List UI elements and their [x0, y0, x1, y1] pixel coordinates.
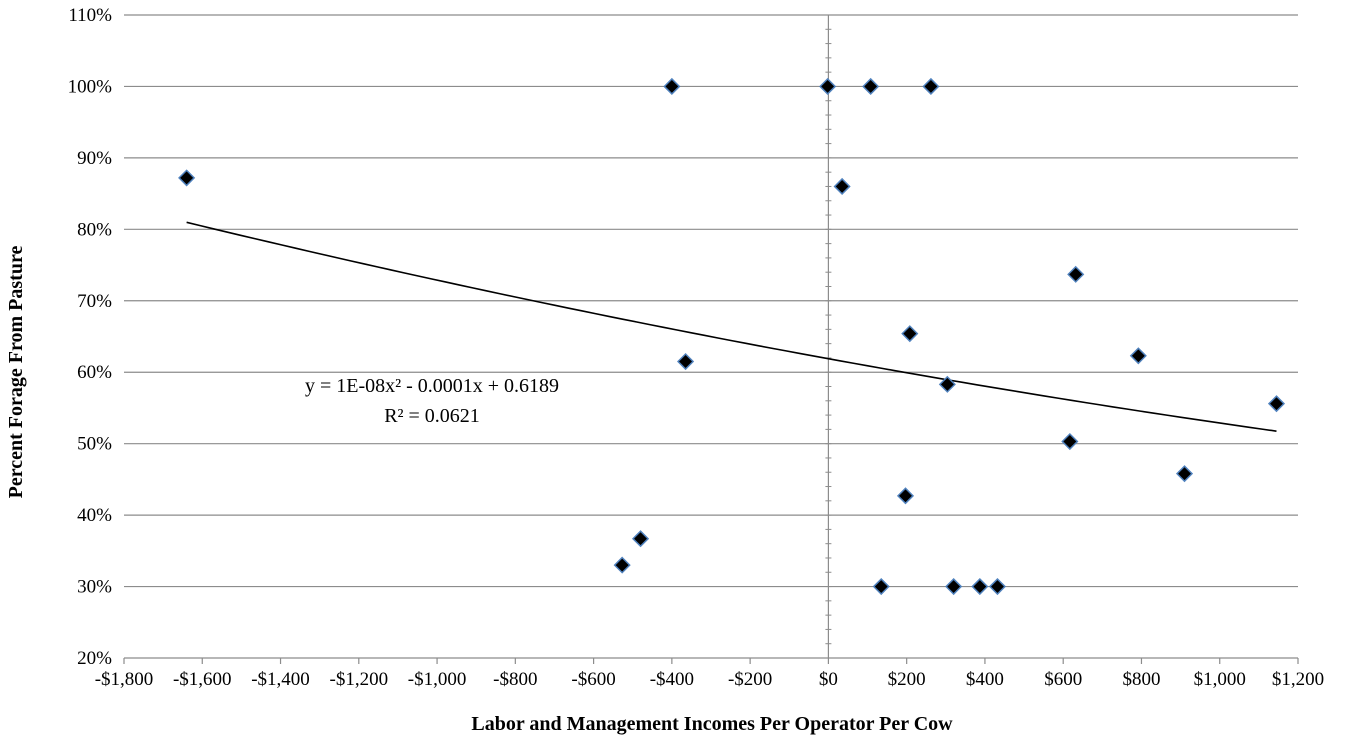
- trendline-layer: [186, 221, 1277, 432]
- data-point: [988, 577, 1007, 596]
- data-point: [631, 530, 650, 548]
- y-tick-label: 30%: [77, 577, 112, 598]
- tick-labels: 20%30%40%50%60%70%80%90%100%110%-$1,800-…: [68, 5, 1324, 690]
- y-tick-label: 100%: [68, 76, 113, 97]
- x-tick-label: $800: [1122, 669, 1160, 690]
- x-tick-label: -$1,200: [330, 669, 389, 690]
- data-point: [613, 556, 631, 574]
- x-tick-label: $1,000: [1194, 669, 1246, 690]
- grid-lines: [124, 14, 1298, 588]
- data-point: [872, 577, 890, 596]
- y-tick-label: 60%: [77, 362, 112, 383]
- data-point: [1061, 432, 1079, 451]
- y-tick-label: 50%: [77, 434, 112, 455]
- x-tick-label: -$200: [728, 669, 772, 690]
- x-tick-label: $400: [966, 669, 1004, 690]
- y-tick-label: 70%: [77, 291, 112, 312]
- data-point: [901, 325, 919, 343]
- y-tick-label: 110%: [68, 5, 112, 26]
- data-point: [1067, 265, 1085, 283]
- y-axis-title: Percent Forage From Pasture: [5, 246, 27, 499]
- x-tick-label: -$1,800: [95, 669, 154, 690]
- x-tick-label: $600: [1044, 669, 1082, 690]
- x-tick-label: -$1,400: [251, 669, 310, 690]
- data-point: [663, 77, 681, 96]
- data-point: [945, 577, 963, 596]
- axes: [123, 14, 1299, 664]
- data-point: [1175, 465, 1194, 483]
- x-tick-label: -$800: [493, 669, 537, 690]
- data-point: [1129, 347, 1147, 365]
- x-tick-label: $200: [888, 669, 926, 690]
- trendline-r-squared: R² = 0.0621: [384, 405, 480, 427]
- data-points: [178, 77, 1286, 596]
- x-tick-label: -$1,600: [173, 669, 232, 690]
- x-axis-title: Labor and Management Incomes Per Operato…: [471, 713, 953, 735]
- trendline: [186, 221, 1277, 432]
- x-tick-label: -$1,000: [408, 669, 467, 690]
- data-point: [896, 487, 915, 505]
- x-tick-label: $1,200: [1272, 669, 1324, 690]
- y-tick-label: 90%: [77, 148, 112, 169]
- x-tick-label: -$600: [571, 669, 615, 690]
- data-point: [677, 352, 695, 371]
- data-point: [1267, 395, 1286, 413]
- data-point: [971, 577, 989, 596]
- data-point: [178, 169, 196, 187]
- data-point: [862, 77, 880, 96]
- y-tick-label: 40%: [77, 505, 112, 526]
- trendline-equation: y = 1E-08x² - 0.0001x + 0.6189: [305, 375, 559, 397]
- data-point: [938, 375, 956, 393]
- data-point: [819, 77, 837, 96]
- data-point: [922, 77, 940, 96]
- y-tick-label: 80%: [77, 219, 112, 240]
- y-tick-label: 20%: [77, 648, 112, 669]
- x-tick-label: -$400: [650, 669, 694, 690]
- data-point: [833, 177, 851, 196]
- x-tick-label: $0: [819, 669, 838, 690]
